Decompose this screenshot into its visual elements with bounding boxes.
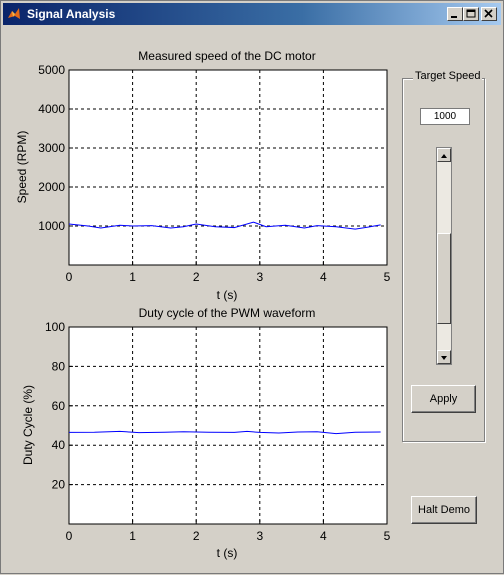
duty-x-axis-label: t (s) bbox=[217, 546, 238, 560]
slider-up-button[interactable] bbox=[437, 148, 451, 162]
speed-x-tick-label: 0 bbox=[66, 270, 73, 284]
close-icon bbox=[484, 9, 493, 18]
maximize-button[interactable] bbox=[463, 7, 479, 21]
halt-demo-button[interactable]: Halt Demo bbox=[411, 496, 477, 524]
minimize-icon bbox=[451, 16, 457, 18]
duty-y-tick-label: 20 bbox=[52, 478, 66, 492]
speed-y-tick-label: 5000 bbox=[38, 63, 65, 77]
minimize-button[interactable] bbox=[447, 7, 463, 21]
duty-x-tick-label: 2 bbox=[193, 529, 200, 543]
duty-y-tick-label: 60 bbox=[52, 399, 66, 413]
duty-y-axis-label: Duty Cycle (%) bbox=[21, 385, 35, 465]
speed-y-axis-label: Speed (RPM) bbox=[15, 131, 29, 204]
duty-y-tick-label: 100 bbox=[45, 320, 65, 334]
window-title: Signal Analysis bbox=[27, 7, 116, 21]
duty-x-tick-label: 5 bbox=[384, 529, 391, 543]
duty-x-tick-label: 1 bbox=[129, 529, 136, 543]
apply-button[interactable]: Apply bbox=[411, 385, 476, 413]
speed-series-line bbox=[68, 221, 381, 230]
duty-grid bbox=[69, 327, 387, 524]
speed-series-group bbox=[68, 221, 381, 230]
speed-y-tick-label: 2000 bbox=[38, 180, 65, 194]
speed-plot-area bbox=[68, 69, 388, 266]
duty-y-tick-label: 40 bbox=[52, 438, 66, 452]
maximize-icon bbox=[466, 9, 476, 18]
title-bar[interactable]: Signal Analysis bbox=[3, 3, 501, 25]
close-button[interactable] bbox=[481, 7, 497, 21]
speed-chart: 0 1 2 3 4 5 1000 2000 3000 4000 5000 Measured spee… bbox=[15, 49, 391, 302]
speed-y-tick-label: 4000 bbox=[38, 102, 65, 116]
target-speed-slider[interactable] bbox=[436, 147, 452, 365]
speed-y-tick-label: 3000 bbox=[38, 141, 65, 155]
target-speed-panel-title: Target Speed bbox=[413, 70, 483, 82]
duty-series-line bbox=[68, 430, 381, 435]
target-speed-input[interactable]: 1000 bbox=[420, 108, 470, 125]
arrow-up-icon bbox=[441, 154, 447, 158]
duty-x-tick-label: 3 bbox=[256, 529, 263, 543]
duty-x-tick-label: 4 bbox=[320, 529, 327, 543]
speed-x-axis-label: t (s) bbox=[217, 288, 238, 302]
arrow-down-icon bbox=[441, 356, 447, 360]
speed-y-tick-label: 1000 bbox=[38, 219, 65, 233]
speed-x-tick-label: 2 bbox=[193, 270, 200, 284]
duty-chart-title: Duty cycle of the PWM waveform bbox=[139, 306, 316, 320]
slider-down-button[interactable] bbox=[437, 350, 451, 364]
duty-y-tick-label: 80 bbox=[52, 359, 66, 373]
speed-x-tick-label: 1 bbox=[129, 270, 136, 284]
speed-chart-title: Measured speed of the DC motor bbox=[138, 49, 315, 63]
duty-tick-group: 0 1 2 3 4 5 20 40 60 80 100 bbox=[45, 320, 391, 543]
duty-plot-area bbox=[68, 326, 388, 525]
speed-x-tick-label: 5 bbox=[384, 270, 391, 284]
duty-x-tick-label: 0 bbox=[66, 529, 73, 543]
duty-chart: 0 1 2 3 4 5 20 40 60 80 100 Duty cycle of the PWM … bbox=[21, 306, 391, 560]
speed-x-tick-label: 4 bbox=[320, 270, 327, 284]
speed-grid bbox=[69, 70, 387, 265]
matlab-logo-icon bbox=[7, 7, 21, 21]
speed-x-tick-label: 3 bbox=[256, 270, 263, 284]
duty-series-group bbox=[68, 430, 381, 435]
slider-thumb[interactable] bbox=[437, 233, 451, 324]
speed-tick-group: 0 1 2 3 4 5 1000 2000 3000 4000 5000 bbox=[38, 63, 390, 284]
